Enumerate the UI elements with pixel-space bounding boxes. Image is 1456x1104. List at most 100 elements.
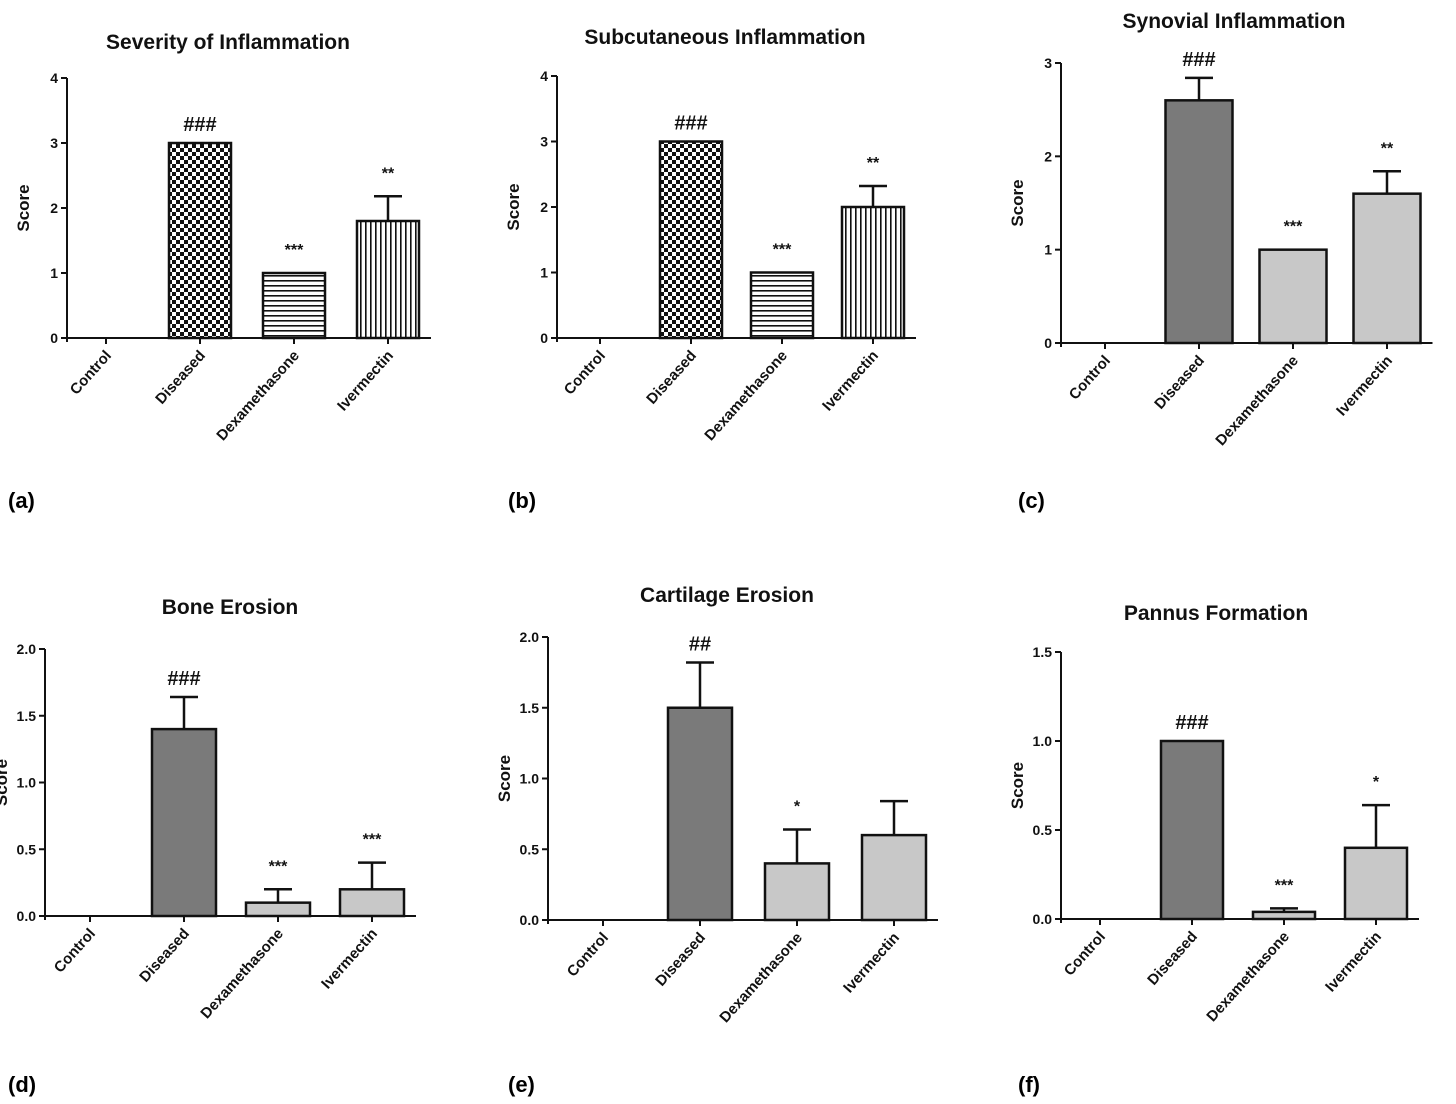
significance-annotation: ###: [674, 113, 707, 135]
y-tick-label: 0.5: [17, 841, 37, 857]
panel-label: (d): [8, 1072, 36, 1097]
y-tick-label: 1: [540, 265, 548, 281]
x-tick-label: Control: [1066, 352, 1114, 403]
significance-annotation: ***: [285, 242, 304, 259]
significance-annotation: ***: [269, 858, 288, 875]
y-axis-label: Score: [14, 184, 33, 231]
y-tick-label: 0.5: [520, 841, 540, 857]
x-tick-label: Diseased: [152, 347, 209, 407]
y-tick-label: 3: [540, 134, 548, 150]
x-tick-label: Dexamethasone: [197, 925, 287, 1022]
y-tick-label: 1: [50, 265, 58, 281]
y-tick-label: 2: [1044, 148, 1052, 164]
chart-title: Bone Erosion: [162, 596, 299, 619]
y-tick-label: 2.0: [520, 629, 540, 645]
significance-annotation: *: [1373, 774, 1380, 791]
x-tick-label: Control: [564, 929, 612, 980]
y-tick-label: 1.0: [17, 775, 37, 791]
chart-panel-4: Bone Erosion (d) Score 0.0 0.5 1.0 1.5 2.0 Contr…: [0, 596, 416, 1097]
bar-diseased: [1159, 739, 1225, 921]
y-tick-label: 0: [50, 330, 58, 346]
x-tick-label: Control: [561, 347, 609, 398]
bar-diseased: [1164, 99, 1234, 345]
y-axis-label: Score: [495, 755, 514, 802]
chart-title: Subcutaneous Inflammation: [584, 26, 865, 49]
y-axis-label: Score: [504, 183, 523, 230]
x-tick-label: Ivermectin: [318, 925, 381, 992]
x-tick-label: Dexamethasone: [701, 347, 791, 444]
x-tick-label: Dexamethasone: [1212, 352, 1302, 449]
y-tick-label: 0: [540, 330, 548, 346]
y-axis-label: Score: [0, 759, 11, 806]
y-tick-label: 1.5: [520, 700, 540, 716]
chart-title: Severity of Inflammation: [106, 31, 350, 54]
bar-dexamethasone: [1258, 248, 1328, 345]
y-tick-label: 0.0: [1033, 911, 1053, 927]
bar-ivermectin: [355, 219, 421, 340]
significance-annotation: ***: [1275, 877, 1294, 894]
significance-annotation: ###: [1175, 712, 1208, 734]
significance-annotation: ***: [773, 242, 792, 259]
chart-panel-3: Synovial Inflammation (c) Score 0 1 2 3 Control…: [1008, 10, 1433, 513]
x-tick-label: Diseased: [1144, 928, 1201, 988]
x-tick-label: Ivermectin: [840, 929, 903, 996]
y-tick-label: 3: [1044, 55, 1052, 71]
panel-label: (f): [1018, 1072, 1040, 1097]
significance-annotation: ###: [1182, 49, 1215, 71]
y-tick-label: 1.0: [1033, 733, 1053, 749]
significance-annotation: **: [1381, 140, 1394, 157]
x-tick-label: Ivermectin: [1322, 928, 1385, 995]
x-tick-label: Ivermectin: [819, 347, 882, 414]
significance-annotation: **: [867, 155, 880, 172]
y-tick-label: 0: [1044, 335, 1052, 351]
chart-panel-6: Pannus Formation (f) Score 0.0 0.5 1.0 1.5 Cont…: [1008, 602, 1419, 1097]
significance-annotation: ***: [1284, 219, 1303, 236]
bar-ivermectin: [840, 205, 906, 340]
bar-ivermectin: [1343, 846, 1409, 921]
significance-annotation: *: [794, 798, 801, 815]
panel-label: (b): [508, 488, 536, 513]
bar-diseased: [666, 706, 734, 922]
bar-dexamethasone: [1251, 910, 1317, 921]
bar-ivermectin: [338, 888, 406, 918]
x-tick-label: Dexamethasone: [213, 347, 303, 444]
x-tick-label: Diseased: [1151, 352, 1208, 412]
y-tick-label: 4: [50, 70, 58, 86]
chart-title: Pannus Formation: [1124, 602, 1308, 625]
x-tick-label: Ivermectin: [1333, 352, 1396, 419]
bar-diseased: [150, 727, 218, 918]
bar-diseased: [658, 140, 724, 340]
y-tick-label: 1: [1044, 242, 1052, 258]
y-axis-label: Score: [1008, 762, 1027, 809]
panel-label: (e): [508, 1072, 535, 1097]
y-tick-label: 0.0: [17, 908, 37, 924]
y-axis-label: Score: [1008, 179, 1027, 226]
y-tick-label: 2: [540, 199, 548, 215]
significance-annotation: ###: [183, 114, 216, 136]
y-tick-label: 3: [50, 135, 58, 151]
chart-panel-1: Severity of Inflammation (a) Score 0 1 2 3 4 Con…: [8, 31, 431, 513]
bar-dexamethasone: [749, 271, 815, 340]
y-tick-label: 4: [540, 68, 548, 84]
x-tick-label: Diseased: [652, 929, 709, 989]
y-tick-label: 1.0: [520, 771, 540, 787]
significance-annotation: ##: [689, 633, 711, 655]
bar-ivermectin: [1352, 192, 1422, 345]
y-tick-label: 1.5: [17, 708, 37, 724]
y-tick-label: 1.5: [1033, 644, 1053, 660]
significance-annotation: **: [382, 165, 395, 182]
bar-diseased: [167, 141, 233, 340]
panel-label: (c): [1018, 488, 1045, 513]
bar-ivermectin: [860, 833, 928, 922]
x-tick-label: Diseased: [643, 347, 700, 407]
y-tick-label: 0.5: [1033, 822, 1053, 838]
chart-title: Cartilage Erosion: [640, 584, 814, 607]
x-tick-label: Ivermectin: [334, 347, 397, 414]
bar-dexamethasone: [244, 901, 312, 918]
y-tick-label: 2.0: [17, 641, 37, 657]
bar-dexamethasone: [261, 271, 327, 340]
x-tick-label: Control: [67, 347, 115, 398]
chart-panel-5: Cartilage Erosion (e) Score 0.0 0.5 1.0 1.5 2.0…: [495, 584, 938, 1097]
chart-panel-2: Subcutaneous Inflammation (b) Score 0 1 2 3 4 Co…: [504, 26, 916, 513]
x-tick-label: Control: [1061, 928, 1109, 979]
